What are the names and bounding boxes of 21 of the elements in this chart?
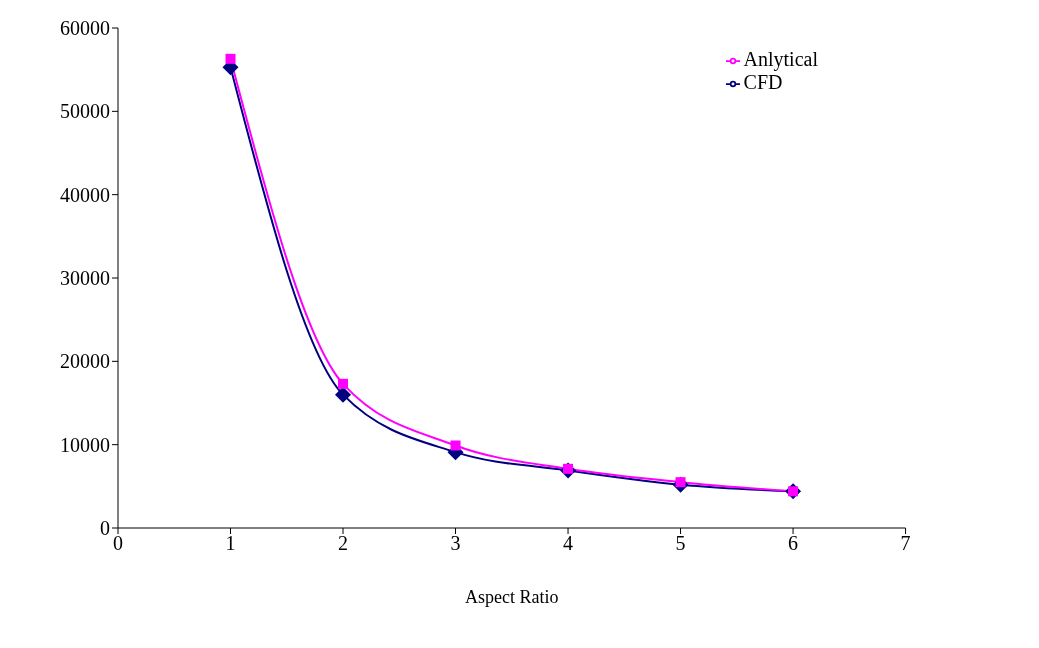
x-tick-label: 3 <box>450 532 461 555</box>
x-tick-label: 1 <box>225 532 236 555</box>
x-tick-label: 4 <box>563 532 574 555</box>
y-tick-label: 20000 <box>60 350 110 373</box>
y-tick-label: 50000 <box>60 100 110 123</box>
y-tick-label: 60000 <box>60 17 110 40</box>
y-tick-label: 30000 <box>60 267 110 290</box>
y-tick-label: 10000 <box>60 433 110 456</box>
x-tick-label: 6 <box>788 532 799 555</box>
point <box>335 386 352 403</box>
x-tick-label: 7 <box>900 532 911 555</box>
point <box>450 440 461 451</box>
x-axis-title: Aspect Ratio <box>465 587 559 607</box>
y-tick-label: 0 <box>100 517 110 540</box>
point <box>338 378 349 389</box>
legend-label: CFD <box>743 71 783 93</box>
x-tick-label: 5 <box>675 532 686 555</box>
y-tick-label: 40000 <box>60 183 110 206</box>
point <box>225 53 236 64</box>
legend-label: Anlytical <box>743 48 818 70</box>
x-tick-label: 2 <box>338 532 349 555</box>
